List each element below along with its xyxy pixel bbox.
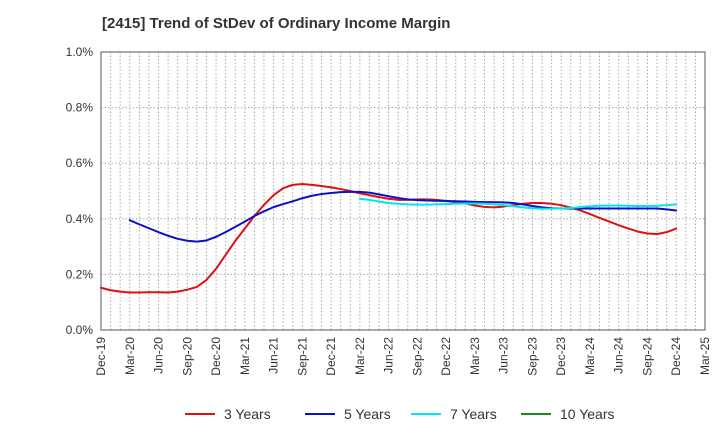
x-tick-label: Sep-20	[180, 337, 194, 376]
legend-label: 10 Years	[560, 406, 615, 422]
y-tick-label: 0.8%	[66, 101, 94, 115]
series	[100, 183, 678, 294]
series-line-3-years	[100, 183, 678, 294]
x-tick-label: Jun-21	[267, 337, 281, 374]
x-tick-label: Sep-23	[525, 337, 539, 376]
x-tick-label: Sep-21	[295, 337, 309, 376]
x-tick-label: Dec-20	[209, 337, 223, 376]
y-tick-label: 0.6%	[66, 156, 94, 170]
x-tick-label: Dec-19	[94, 337, 108, 376]
chart-title: [2415] Trend of StDev of Ordinary Income…	[102, 15, 451, 32]
x-tick-label: Sep-24	[640, 337, 654, 376]
x-tick-label: Mar-22	[353, 337, 367, 375]
x-tick-label: Jun-20	[152, 337, 166, 374]
grid	[101, 52, 705, 330]
x-tick-label: Jun-24	[612, 337, 626, 374]
x-tick-label: Mar-25	[698, 337, 712, 375]
x-tick-label: Mar-21	[238, 337, 252, 375]
y-tick-label: 0.0%	[66, 323, 94, 337]
x-tick-label: Mar-23	[468, 337, 482, 375]
x-tick-label: Mar-20	[123, 337, 137, 375]
legend-label: 7 Years	[450, 406, 497, 422]
x-tick-label: Jun-23	[497, 337, 511, 374]
x-tick-label: Sep-22	[410, 337, 424, 376]
x-tick-label: Dec-22	[439, 337, 453, 376]
x-tick-label: Mar-24	[583, 337, 597, 375]
axes: 0.0% 0.2% 0.4% 0.6% 0.8% 1.0% Dec-19 Mar-20 Jun-…	[66, 45, 712, 376]
legend-label: 3 Years	[224, 406, 271, 422]
series-line-5-years	[128, 190, 678, 243]
series-line-7-years	[358, 197, 678, 210]
legend: 3 Years 5 Years 7 Years 10 Years	[185, 406, 615, 422]
legend-label: 5 Years	[344, 406, 391, 422]
x-tick-label: Dec-21	[324, 337, 338, 376]
plot-frame	[100, 51, 706, 331]
x-tick-label: Dec-24	[669, 337, 683, 376]
y-tick-label: 1.0%	[66, 45, 94, 59]
y-tick-label: 0.2%	[66, 267, 94, 281]
y-tick-label: 0.4%	[66, 212, 94, 226]
x-tick-label: Dec-23	[554, 337, 568, 376]
x-tick-label: Jun-22	[382, 337, 396, 374]
